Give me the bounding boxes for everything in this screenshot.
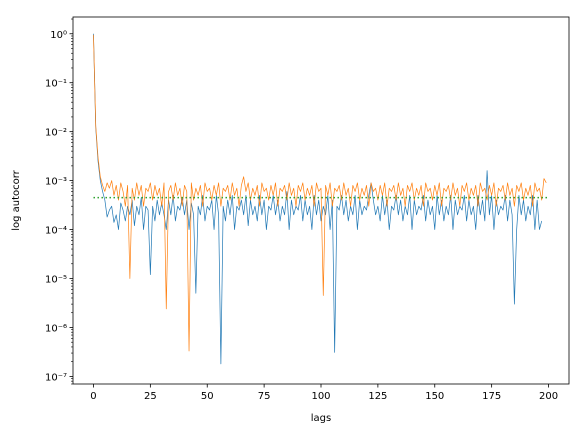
y-tick-label: 10⁻⁷ [45, 372, 67, 383]
y-axis-ticks: 10⁻⁷ 10⁻⁶ 10⁻⁵ 10⁻⁴ 10⁻³ 10⁻² 10⁻¹ 10⁰ [45, 18, 73, 385]
y-tick-label: 10⁻² [45, 128, 67, 139]
series-line-2 [93, 34, 547, 352]
x-tick-label: 50 [201, 391, 214, 402]
y-tick-label: 10⁰ [50, 30, 67, 41]
y-tick-label: 10⁻⁵ [45, 275, 67, 286]
x-tick-label: 0 [90, 391, 96, 402]
x-tick-label: 200 [539, 391, 558, 402]
x-axis-ticks: 0 25 50 75 100 125 150 175 200 [90, 384, 558, 402]
x-tick-label: 125 [368, 391, 387, 402]
x-tick-label: 175 [482, 391, 501, 402]
x-tick-label: 100 [311, 391, 330, 402]
x-tick-label: 25 [144, 391, 157, 402]
plot-area [93, 33, 549, 365]
y-axis-label: log autocorr [11, 169, 22, 230]
axes-frame [72, 16, 570, 385]
x-axis-label: lags [311, 413, 331, 424]
y-tick-label: 10⁻³ [45, 177, 67, 188]
y-tick-label: 10⁻⁴ [45, 226, 67, 237]
x-tick-label: 150 [425, 391, 444, 402]
y-tick-label: 10⁻⁶ [45, 323, 67, 334]
x-tick-label: 75 [258, 391, 271, 402]
y-tick-label: 10⁻¹ [45, 79, 67, 90]
